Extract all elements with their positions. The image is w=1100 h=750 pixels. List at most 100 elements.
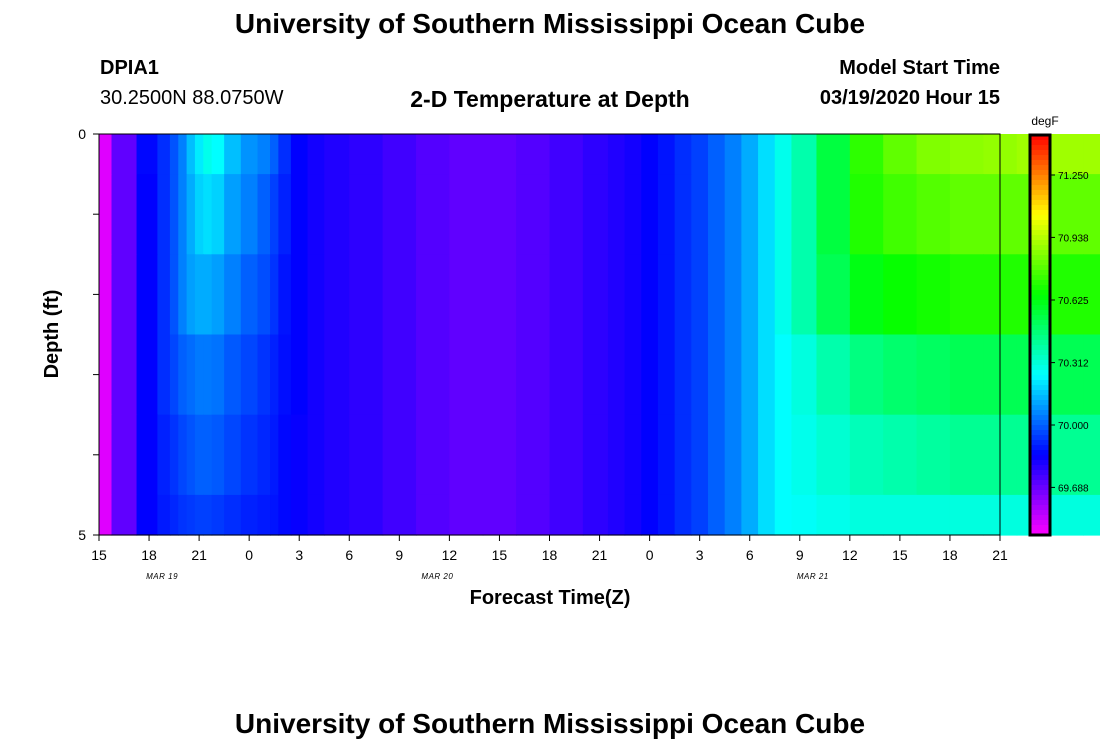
heatmap-cell [211, 174, 225, 255]
heatmap-cell [624, 414, 642, 496]
colorbar-segment [1030, 465, 1050, 471]
heatmap-cell [307, 134, 325, 175]
heatmap-cell [186, 414, 196, 496]
heatmap-cell [169, 494, 179, 536]
heatmap-cell [724, 174, 742, 255]
colorbar-segment [1030, 505, 1050, 511]
heatmap-cell [186, 334, 196, 416]
heatmap-cell [758, 174, 776, 255]
heatmap-cell [278, 134, 292, 175]
colorbar-tick-label: 70.312 [1058, 359, 1089, 370]
heatmap-cell [257, 414, 271, 496]
heatmap-cell [224, 254, 242, 336]
y-tick-label: 0 [78, 126, 86, 142]
colorbar-segment [1030, 350, 1050, 356]
heatmap-cell [482, 414, 517, 496]
colorbar-segment [1030, 500, 1050, 506]
heatmap-cell [290, 134, 309, 175]
heatmap-cell [211, 254, 225, 336]
colorbar-segment [1030, 495, 1050, 501]
heatmap-cell [883, 414, 918, 496]
heatmap-cell [257, 134, 271, 175]
colorbar-segment [1030, 240, 1050, 246]
heatmap-cell [203, 134, 213, 175]
colorbar-segment [1030, 225, 1050, 231]
heatmap-cell [1083, 334, 1100, 416]
heatmap-cell [657, 174, 676, 255]
heatmap-cell [111, 494, 138, 536]
heatmap-cell [774, 414, 793, 496]
heatmap-cell [194, 494, 204, 536]
x-axis-label: Forecast Time(Z) [470, 587, 631, 609]
colorbar-segment [1030, 445, 1050, 451]
heatmap-cell [194, 334, 204, 416]
colorbar-tick-label: 71.250 [1058, 171, 1089, 182]
heatmap-cell [1083, 494, 1100, 536]
heatmap-cell [791, 334, 818, 416]
heatmap-cell [724, 254, 742, 336]
colorbar-segment [1030, 475, 1050, 481]
colorbar-segment [1030, 265, 1050, 271]
heatmap-cell [516, 174, 551, 255]
heatmap-cell [774, 174, 793, 255]
heatmap-cell [211, 134, 225, 175]
heatmap-cell [99, 334, 113, 416]
heatmap-cell [1050, 334, 1085, 416]
heatmap-cell [516, 254, 551, 336]
heatmap-cell [169, 414, 179, 496]
colorbar-segment [1030, 145, 1050, 151]
heatmap-cell [758, 134, 776, 175]
colorbar-segment [1030, 215, 1050, 221]
heatmap-cell [849, 414, 884, 496]
heatmap-cell [708, 494, 726, 536]
heatmap-cell [949, 494, 984, 536]
heatmap-cell [416, 174, 450, 255]
x-tick-label: 15 [91, 547, 107, 563]
heatmap-cell [194, 134, 204, 175]
heatmap-cell [169, 254, 179, 336]
colorbar-segment [1030, 230, 1050, 236]
heatmap-cell [691, 414, 709, 496]
x-tick-label: 18 [542, 547, 558, 563]
heatmap-cell [674, 254, 692, 336]
heatmap-cell [549, 494, 584, 536]
heatmap-cell [307, 494, 325, 536]
heatmap-cell [278, 334, 292, 416]
heatmap-cell [382, 174, 417, 255]
heatmap-cell [482, 494, 517, 536]
colorbar-segment [1030, 165, 1050, 171]
heatmap-cell [186, 254, 196, 336]
heatmap-cell [949, 134, 984, 175]
heatmap-cell [741, 254, 759, 336]
x-tick-label: 0 [245, 547, 253, 563]
colorbar-frame [1028, 133, 1052, 537]
heatmap-cell [607, 134, 626, 175]
heatmap-cell [1083, 134, 1100, 175]
heatmap-cell [791, 134, 818, 175]
colorbar-segment [1030, 170, 1050, 176]
colorbar-tick-label: 70.000 [1058, 421, 1089, 432]
heatmap-cell [816, 494, 851, 536]
heatmap-cell [674, 494, 692, 536]
heatmap-cell [136, 254, 158, 336]
colorbar-tick-label: 70.625 [1058, 296, 1089, 307]
heatmap-cell [240, 254, 259, 336]
heatmap-cell [449, 334, 484, 416]
heatmap-cell [257, 174, 271, 255]
heatmap-cell [816, 414, 851, 496]
heatmap-cell [949, 254, 984, 336]
heatmap-cell [657, 414, 676, 496]
heatmap-cell [724, 334, 742, 416]
heatmap-cell [549, 414, 584, 496]
heatmap-cell [607, 334, 626, 416]
heatmap-cell [349, 254, 384, 336]
heatmap-cell [382, 494, 417, 536]
colorbar-segment [1030, 415, 1050, 421]
colorbar-segment [1030, 290, 1050, 296]
colorbar-segment [1030, 320, 1050, 326]
heatmap-cell [211, 494, 225, 536]
x-tick-label: 3 [696, 547, 704, 563]
heatmap-cell [416, 134, 450, 175]
heatmap-cell [324, 254, 350, 336]
heatmap-cell [624, 254, 642, 336]
